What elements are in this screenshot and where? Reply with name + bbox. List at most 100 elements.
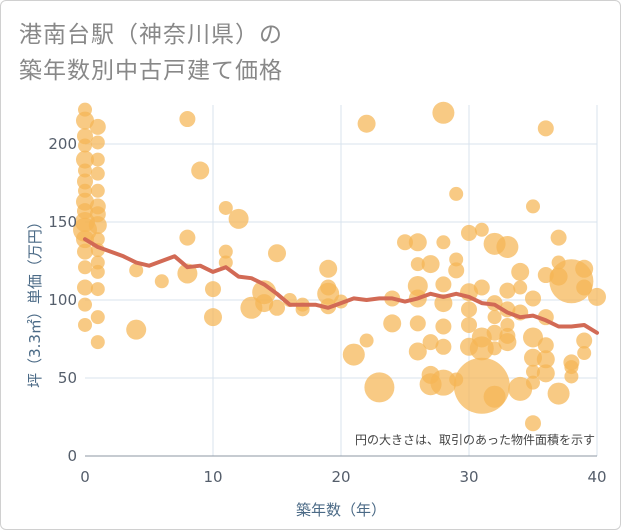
bubble-point	[255, 294, 274, 313]
bubble-point	[154, 274, 169, 289]
bubble-point	[547, 382, 570, 405]
bubble-point	[461, 301, 477, 318]
y-tick-label: 200	[48, 135, 77, 153]
bubble-point	[526, 199, 540, 214]
bubble-point	[588, 287, 606, 306]
bubble-point	[218, 244, 233, 259]
bubble-point	[448, 262, 465, 279]
bubble-point	[496, 235, 519, 258]
bubble-point	[76, 150, 94, 169]
bubble-point	[473, 279, 490, 296]
x-tick-label: 40	[587, 468, 606, 486]
bubble-point	[449, 186, 464, 201]
bubble-point	[218, 255, 233, 270]
bubble-point	[78, 138, 92, 153]
y-tick-labels: 0 50 100 150 200	[48, 135, 77, 465]
bubble-point	[500, 317, 515, 332]
bubble-point	[179, 111, 196, 128]
bubble-point	[204, 308, 222, 327]
x-tick-label: 10	[203, 468, 222, 486]
y-tick-label: 100	[48, 291, 77, 309]
bubble-point	[410, 257, 425, 272]
bubble-point	[90, 135, 105, 150]
bubble-point	[525, 290, 541, 307]
bubble-point	[78, 163, 92, 178]
bubble-point	[77, 243, 93, 260]
bubble-point	[421, 255, 440, 274]
bubble-point	[126, 319, 147, 340]
x-tick-label: 30	[459, 468, 478, 486]
title-line-2: 築年数別中古戸建て価格	[19, 58, 283, 84]
bubble-point	[436, 235, 451, 250]
bubble-point	[550, 229, 567, 246]
chart-title: 港南台駅（神奈川県）の 築年数別中古戸建て価格	[19, 17, 283, 89]
bubble-point	[359, 333, 374, 348]
bubble-point	[90, 282, 105, 297]
bubble-point	[408, 342, 427, 361]
bubble-point	[78, 260, 92, 275]
bubble-point	[525, 415, 541, 432]
bubble-point	[90, 166, 105, 181]
bubble-point	[461, 224, 477, 241]
bubble-point	[422, 334, 439, 351]
bubble-point	[526, 364, 540, 379]
bubble-point	[129, 263, 144, 278]
x-axis-label: 築年数（年）	[296, 501, 386, 519]
bubble-point	[487, 341, 502, 356]
bubble-point	[89, 118, 106, 135]
bubble-point	[90, 335, 105, 350]
trend-line	[83, 237, 599, 335]
bubble-point	[453, 357, 510, 414]
bubble-point	[88, 216, 107, 235]
bubble-point	[577, 346, 592, 361]
bubble-point	[430, 369, 457, 396]
bubble-point	[435, 276, 452, 293]
bubble-point	[513, 280, 528, 295]
bubble-point	[498, 333, 517, 352]
size-legend-note: 円の大きさは、取引のあった物件面積を示す	[355, 432, 595, 447]
bubble-point	[319, 259, 338, 278]
bubble-point	[523, 327, 543, 348]
bubble-point	[432, 101, 455, 124]
title-line-1: 港南台駅（神奈川県）の	[19, 22, 283, 48]
y-tick-label: 150	[48, 213, 77, 231]
bubble-point	[474, 222, 489, 237]
bubble-point	[576, 332, 593, 349]
x-tick-label: 0	[80, 468, 90, 486]
bubble-point	[90, 310, 105, 325]
bubble-point	[90, 264, 105, 279]
bubble-point	[511, 262, 530, 281]
bubble-point	[537, 120, 554, 137]
grid-lines	[85, 105, 598, 456]
bubble-point	[268, 244, 286, 263]
bubble-series	[73, 101, 606, 432]
bubble-point	[449, 252, 464, 267]
bubble-point	[526, 375, 540, 390]
bubble-point	[317, 282, 340, 305]
bubble-point	[78, 317, 92, 332]
bubble-point	[461, 316, 477, 333]
bubble-point	[483, 385, 506, 408]
bubble-point	[537, 337, 554, 354]
bubble-point	[564, 369, 579, 384]
bubble-point	[576, 279, 593, 296]
bubble-point	[90, 183, 105, 198]
bubble-point	[486, 324, 503, 341]
bubble-point	[499, 282, 516, 299]
bubble-point	[364, 372, 395, 403]
bubble-point	[342, 343, 365, 366]
bubble-point	[78, 297, 92, 312]
bubble-point	[269, 299, 285, 316]
x-tick-label: 20	[331, 468, 350, 486]
bubble-point	[435, 338, 452, 355]
bubble-point	[409, 315, 426, 332]
bubble-point	[218, 200, 233, 215]
bubble-point	[76, 111, 94, 130]
bubble-point	[77, 279, 93, 296]
bubble-point	[191, 161, 210, 180]
bubble-point	[397, 234, 413, 251]
bubble-point	[205, 281, 221, 298]
y-tick-label: 0	[67, 447, 77, 465]
y-tick-label: 50	[58, 369, 77, 387]
bubble-point	[408, 233, 427, 252]
